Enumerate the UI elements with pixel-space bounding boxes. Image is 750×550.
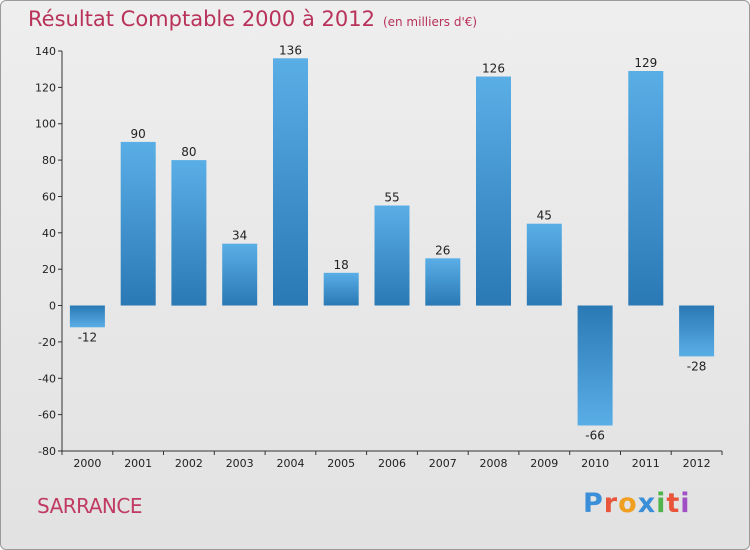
x-tick-label-2010: 2010 bbox=[581, 457, 609, 470]
data-label-2007: 26 bbox=[435, 243, 450, 257]
bar-2004 bbox=[273, 58, 308, 306]
data-label-2003: 34 bbox=[232, 229, 247, 243]
x-tick-label-2000: 2000 bbox=[73, 457, 101, 470]
bar-2006 bbox=[374, 205, 410, 306]
data-label-2005: 18 bbox=[334, 258, 349, 272]
y-tick-label-60: 60 bbox=[42, 191, 56, 204]
data-label-2004: 136 bbox=[279, 43, 302, 57]
bar-2009 bbox=[526, 223, 562, 306]
logo-letter: P bbox=[583, 488, 604, 519]
bar-2003 bbox=[222, 243, 258, 306]
y-tick-label-0: 0 bbox=[49, 300, 56, 313]
x-tick-label-2008: 2008 bbox=[480, 457, 508, 470]
title-text: Résultat Comptable 2000 à 2012 bbox=[28, 7, 375, 31]
logo-letter: t bbox=[666, 488, 681, 519]
data-label-2011: 129 bbox=[634, 56, 657, 70]
bar-2005 bbox=[323, 272, 359, 306]
chart-subtitle: (en milliers d'€) bbox=[382, 15, 478, 29]
bar-2007 bbox=[425, 258, 461, 306]
x-tick-label-2012: 2012 bbox=[683, 457, 711, 470]
chart-title: Résultat Comptable 2000 à 2012 (en millie… bbox=[28, 7, 477, 31]
data-label-2009: 45 bbox=[537, 209, 552, 223]
x-tick-label-2003: 2003 bbox=[226, 457, 254, 470]
y-tick-label--60: -60 bbox=[38, 409, 56, 422]
logo-letter: x bbox=[637, 488, 657, 519]
bar-2008 bbox=[476, 76, 511, 306]
commune-name: SARRANCE bbox=[37, 494, 142, 518]
y-tick-label-20: 20 bbox=[42, 263, 56, 276]
x-tick-label-2009: 2009 bbox=[530, 457, 558, 470]
data-label-2002: 80 bbox=[181, 145, 196, 159]
bar-2010 bbox=[577, 305, 613, 426]
logo-letter: o bbox=[618, 488, 638, 519]
x-tick-label-2007: 2007 bbox=[429, 457, 457, 470]
data-label-2008: 126 bbox=[482, 62, 505, 76]
bar-2000 bbox=[69, 305, 105, 328]
y-tick-label-140: 140 bbox=[35, 45, 56, 58]
y-tick-label--40: -40 bbox=[38, 372, 56, 385]
x-tick-label-2002: 2002 bbox=[175, 457, 203, 470]
data-label-2000: -12 bbox=[78, 330, 98, 344]
logo-letter: i bbox=[680, 488, 691, 519]
y-tick-label-120: 120 bbox=[35, 81, 56, 94]
x-tick-label-2006: 2006 bbox=[378, 457, 406, 470]
bar-2001 bbox=[120, 141, 156, 306]
bar-2012 bbox=[679, 305, 715, 357]
y-tick-label-100: 100 bbox=[35, 118, 56, 131]
logo-letter: r bbox=[603, 488, 619, 519]
x-tick-label-2004: 2004 bbox=[277, 457, 305, 470]
x-tick-label-2011: 2011 bbox=[632, 457, 660, 470]
data-label-2010: -66 bbox=[585, 429, 605, 443]
y-tick-label-80: 80 bbox=[42, 154, 56, 167]
proxiti-logo[interactable]: Proxiti bbox=[583, 488, 691, 519]
x-tick-label-2001: 2001 bbox=[124, 457, 152, 470]
x-tick-label-2005: 2005 bbox=[327, 457, 355, 470]
bar-2002 bbox=[171, 160, 207, 306]
bar-2011 bbox=[628, 71, 664, 306]
y-tick-label-40: 40 bbox=[42, 227, 56, 240]
logo-letter: i bbox=[656, 488, 667, 519]
data-label-2012: -28 bbox=[687, 360, 707, 374]
y-tick-label--20: -20 bbox=[38, 336, 56, 349]
y-tick-label--80: -80 bbox=[38, 445, 56, 458]
data-label-2006: 55 bbox=[384, 191, 399, 205]
data-label-2001: 90 bbox=[131, 127, 146, 141]
